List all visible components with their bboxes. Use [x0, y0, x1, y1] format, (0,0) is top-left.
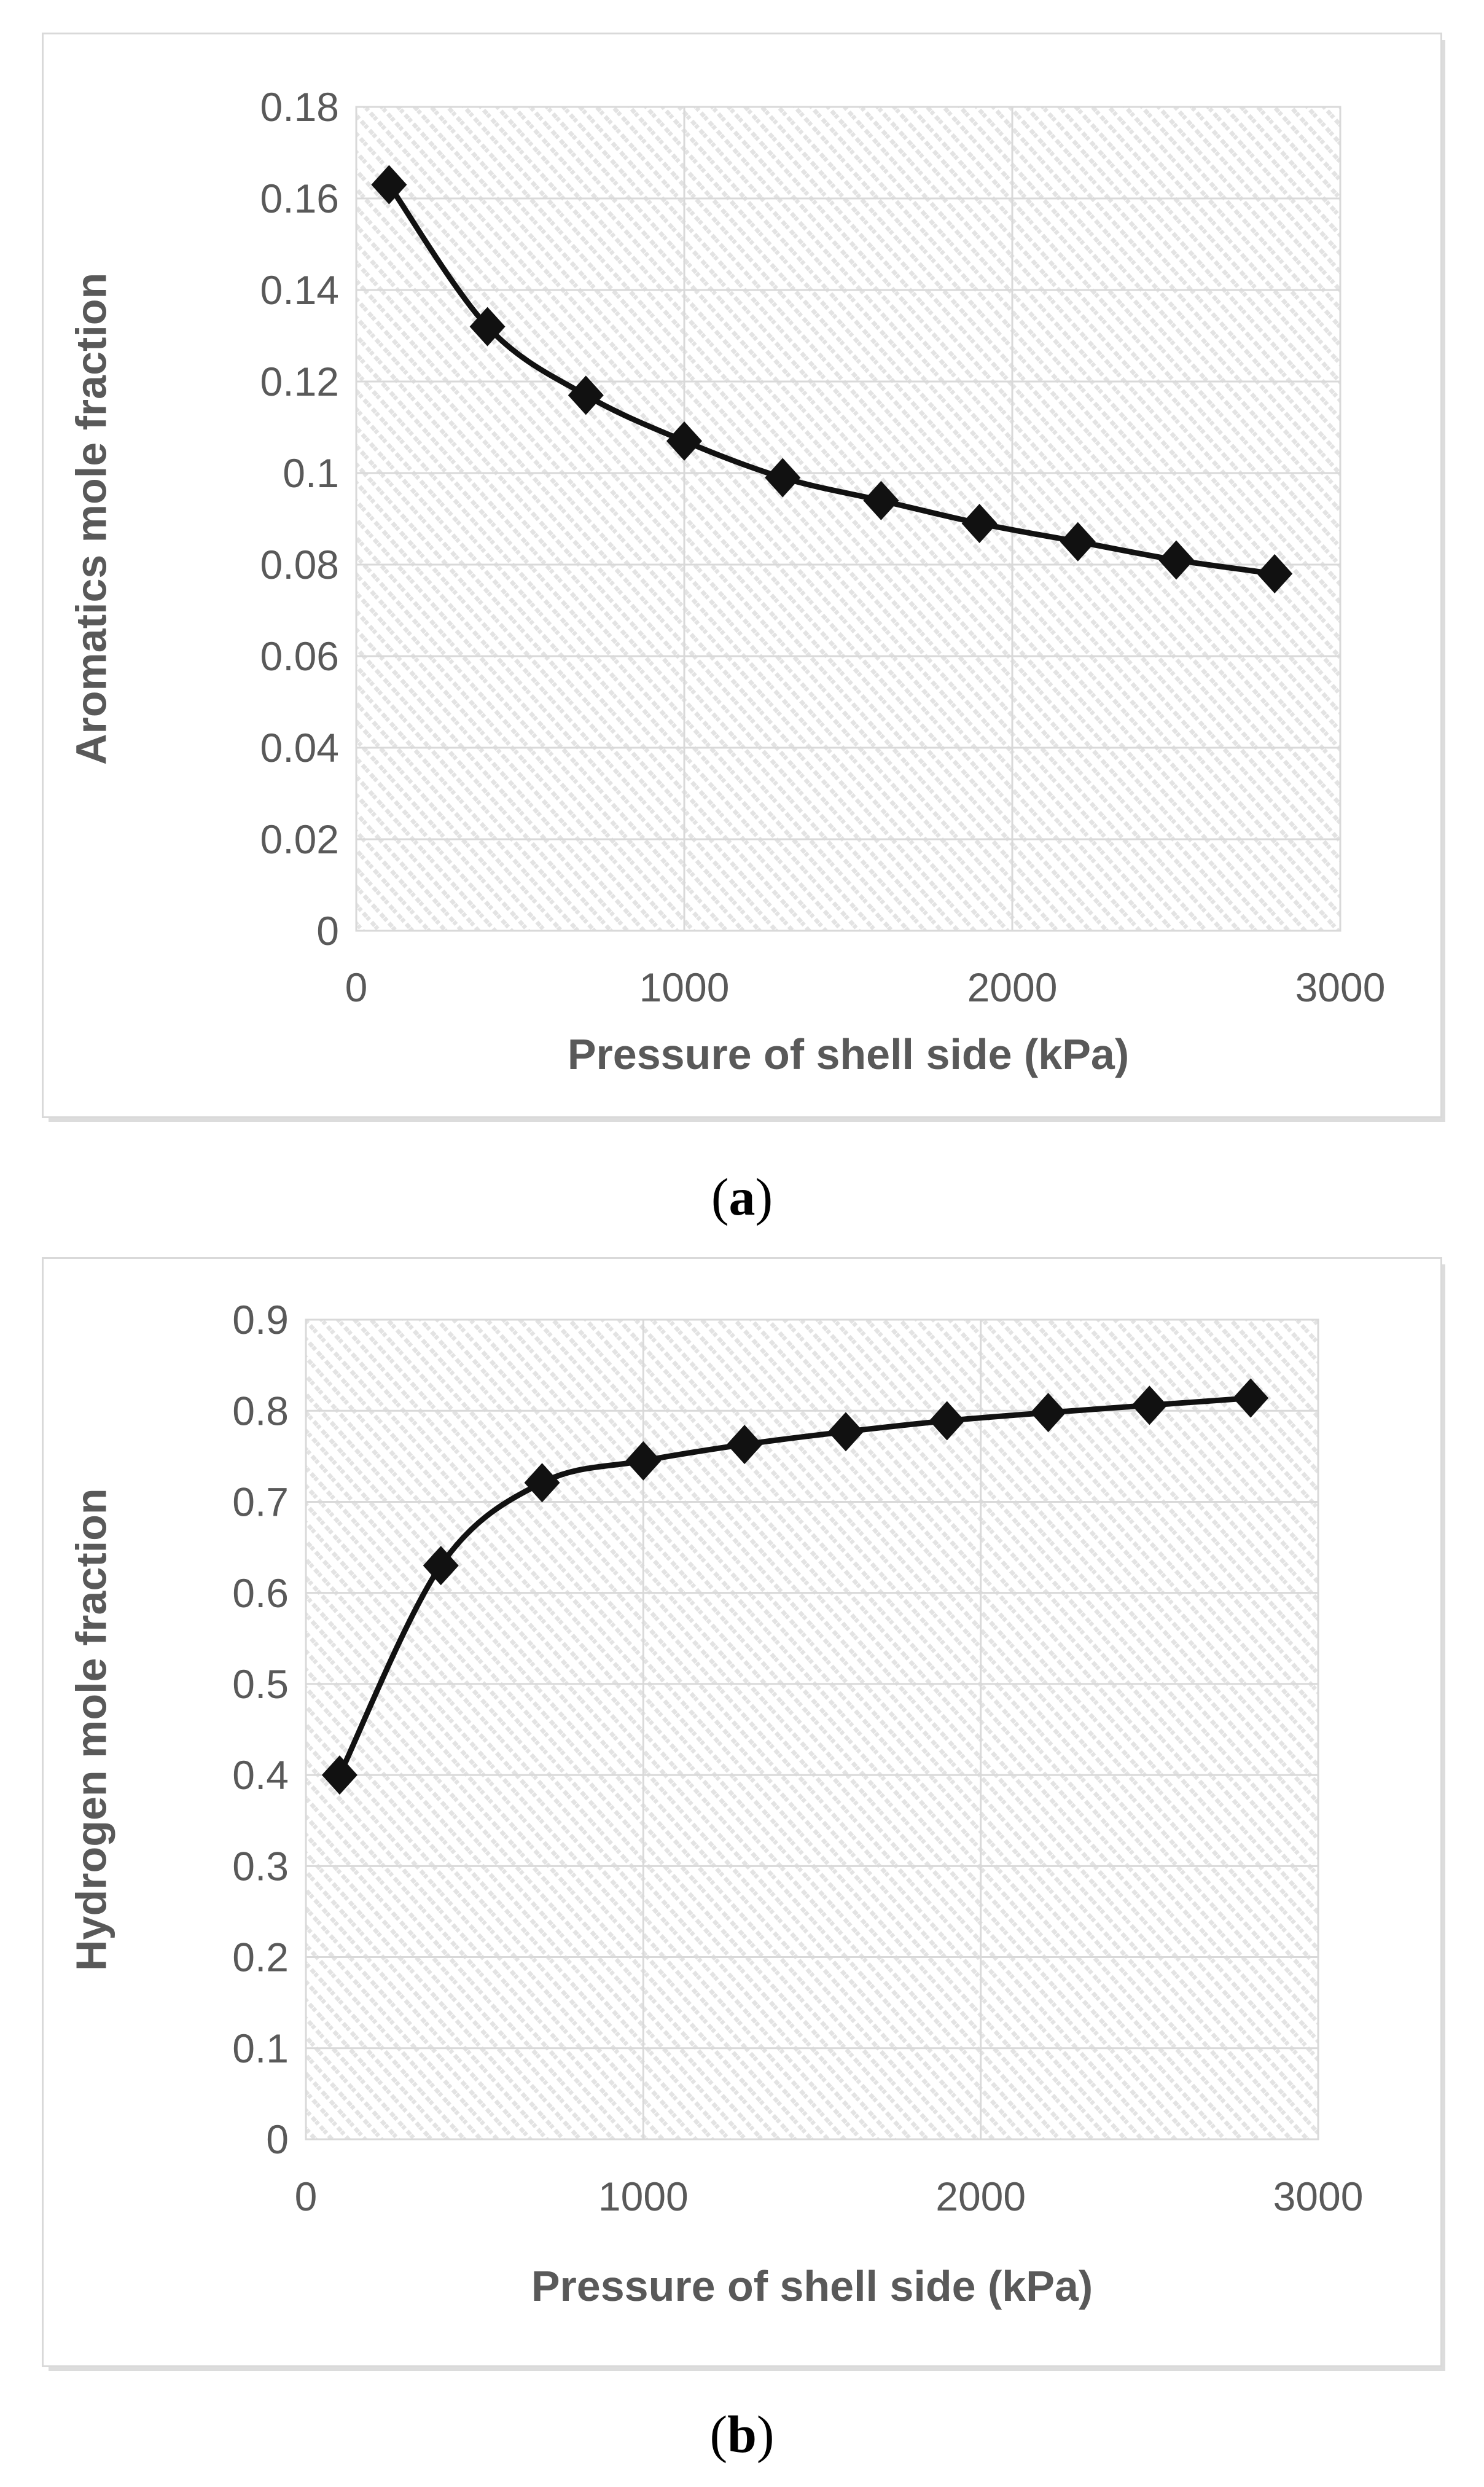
chart-panel-a: 0 0.02 0.04 0.06 0.08 0.1 0.12 0.14 0.16 0.18 0 100… [42, 33, 1442, 1118]
y-tick-label: 0.16 [260, 176, 339, 221]
y-tick-label: 0.18 [260, 84, 339, 130]
data-point-marker [423, 1546, 459, 1586]
data-point-marker [765, 458, 801, 498]
y-tick-label: 0 [266, 2117, 289, 2162]
x-tick-label: 2000 [935, 2174, 1026, 2219]
x-tick-label: 1000 [639, 965, 730, 1010]
chart-panel-b: 0 0.1 0.2 0.3 0.4 0.5 0.6 0.7 0.8 0.9 0 1000 2000 300… [42, 1257, 1442, 2367]
x-axis-title-pressure-b: Pressure of shell side (kPa) [531, 2262, 1093, 2310]
x-tick-label: 3000 [1273, 2174, 1364, 2219]
y-tick-label: 0.1 [232, 2026, 289, 2071]
x-tick-label: 2000 [967, 965, 1058, 1010]
y-tick-label: 0.06 [260, 633, 339, 679]
caption-b-paren-open: ( [709, 2405, 728, 2464]
y-tick-label: 0.4 [232, 1752, 289, 1798]
y-tick-label: 0 [316, 908, 339, 954]
y-axis-title-hydrogen: Hydrogen mole fraction [67, 1488, 115, 1971]
y-tick-label: 0.12 [260, 359, 339, 404]
data-point-marker [1257, 554, 1293, 593]
data-point-marker [727, 1425, 763, 1465]
plot-border [305, 1318, 1319, 2140]
x-tick-label: 0 [345, 965, 368, 1010]
aromatics-chart-canvas: 0 0.02 0.04 0.06 0.08 0.1 0.12 0.14 0.16 0.18 0 100… [260, 84, 1386, 1010]
plot-border [355, 106, 1341, 932]
data-point-marker [524, 1463, 560, 1503]
x-axis-title-pressure-a: Pressure of shell side (kPa) [567, 1030, 1130, 1078]
data-point-marker [929, 1401, 965, 1441]
data-point-marker [666, 421, 702, 461]
y-tick-label: 0.08 [260, 542, 339, 587]
y-tick-label: 0.02 [260, 817, 339, 862]
y-tick-label: 0.7 [232, 1479, 289, 1525]
y-tick-label: 0.04 [260, 725, 339, 770]
x-tick-label: 3000 [1295, 965, 1386, 1010]
plot-area [306, 1320, 1318, 2139]
y-tick-label: 0.2 [232, 1935, 289, 1980]
y-tick-label: 0.5 [232, 1661, 289, 1707]
hydrogen-chart-canvas: 0 0.1 0.2 0.3 0.4 0.5 0.6 0.7 0.8 0.9 0 1000 2000 300… [232, 1297, 1364, 2219]
data-point-marker [1233, 1378, 1269, 1418]
data-point-marker [1060, 522, 1096, 562]
y-axis-title-aromatics: Aromatics mole fraction [67, 272, 115, 766]
data-point-marker [371, 165, 407, 205]
caption-b-paren-close: ) [756, 2405, 775, 2464]
caption-a-paren-close: ) [755, 1167, 773, 1226]
y-tick-label: 0.8 [232, 1388, 289, 1433]
data-point-marker [1158, 540, 1194, 580]
series-line [386, 182, 1278, 577]
data-point-marker [827, 1412, 864, 1452]
y-tick-label: 0.6 [232, 1570, 289, 1616]
caption-a-letter: a [728, 1167, 756, 1226]
data-point-marker [568, 375, 604, 415]
y-tick-label: 0.14 [260, 267, 339, 313]
caption-b-letter: b [727, 2405, 757, 2464]
caption-a: (a) [0, 1166, 1484, 1228]
data-point-marker [1131, 1385, 1168, 1425]
caption-b: (b) [0, 2403, 1484, 2465]
x-tick-label: 1000 [598, 2174, 689, 2219]
data-point-marker [863, 480, 899, 520]
y-tick-label: 0.1 [283, 450, 339, 496]
y-tick-label: 0.3 [232, 1843, 289, 1889]
plot-area [356, 107, 1340, 931]
x-tick-label: 0 [295, 2174, 318, 2219]
y-tick-label: 0.9 [232, 1297, 289, 1342]
caption-a-paren-open: ( [711, 1167, 729, 1226]
data-point-marker [1030, 1393, 1066, 1433]
data-point-marker [961, 503, 998, 543]
data-point-marker [321, 1755, 357, 1795]
